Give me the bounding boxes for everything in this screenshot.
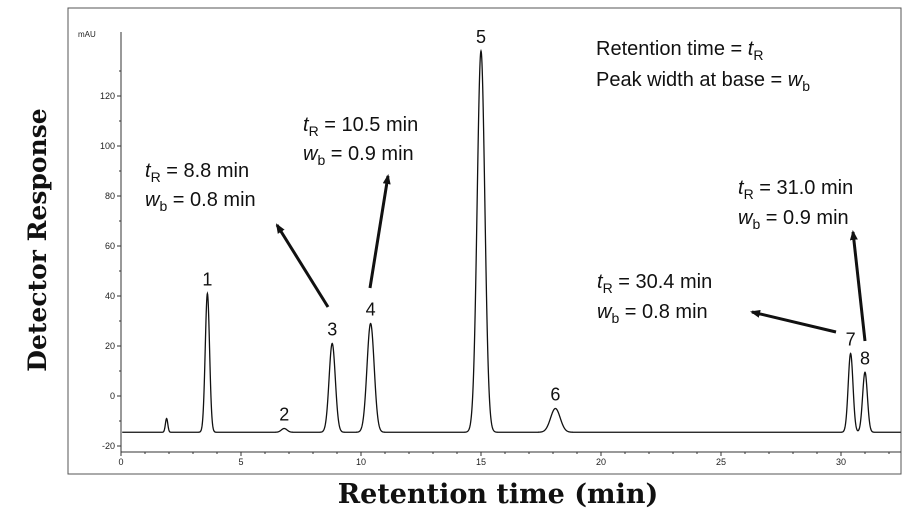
tr-symbol: t	[597, 271, 604, 293]
wb-symbol: w	[597, 301, 613, 323]
wb-subscript: b	[159, 198, 167, 214]
annotation-wb-line: wb = 0.8 min	[597, 301, 708, 326]
y-tick-label: 80	[105, 191, 115, 201]
legend-retention-prefix: Retention time =	[596, 38, 748, 60]
x-tick-label: 30	[836, 457, 846, 467]
legend-t-subscript: R	[753, 47, 763, 63]
tr-value: = 8.8 min	[161, 160, 249, 182]
legend-box: Retention time = tR Peak width at base =…	[596, 38, 810, 94]
y-axis-label: Detector Response	[23, 108, 52, 371]
legend-w-subscript: b	[802, 78, 810, 94]
legend-w-symbol: w	[788, 69, 804, 91]
peak-label-1: 1	[202, 270, 212, 290]
peak-label-6: 6	[550, 385, 560, 405]
peak-label-2: 2	[279, 405, 289, 425]
x-tick-label: 10	[356, 457, 366, 467]
y-tick-label: 100	[100, 141, 115, 151]
tr-value: = 31.0 min	[754, 177, 854, 199]
wb-value: = 0.8 min	[167, 189, 255, 211]
x-tick-label: 15	[476, 457, 486, 467]
wb-value: = 0.8 min	[619, 301, 707, 323]
peak-label-5: 5	[476, 27, 486, 47]
peak-label-8: 8	[860, 348, 870, 368]
wb-symbol: w	[738, 207, 754, 229]
x-tick-label: 25	[716, 457, 726, 467]
annotation-arrow	[368, 174, 391, 289]
y-tick-label: 40	[105, 291, 115, 301]
legend-line-width: Peak width at base = wb	[596, 69, 810, 94]
tr-subscript: R	[744, 186, 754, 202]
annotation-tr-line: tR = 10.5 min	[303, 114, 418, 139]
annotation-tr-line: tR = 8.8 min	[145, 160, 249, 185]
wb-symbol: w	[145, 189, 161, 211]
x-tick-label: 5	[238, 457, 243, 467]
chromatogram-trace	[122, 48, 901, 433]
wb-subscript: b	[317, 152, 325, 168]
plot-frame	[67, 7, 902, 475]
annotation-arrow	[849, 230, 867, 342]
peak-label-4: 4	[366, 300, 376, 320]
wb-value: = 0.9 min	[760, 207, 848, 229]
wb-subscript: b	[611, 310, 619, 326]
annotation-wb-line: wb = 0.8 min	[145, 189, 256, 214]
plot-border	[67, 7, 902, 475]
legend-t-symbol: t	[748, 38, 755, 60]
tr-value: = 10.5 min	[319, 114, 419, 136]
tr-symbol: t	[145, 160, 152, 182]
tr-symbol: t	[738, 177, 745, 199]
y-unit-label: mAU	[78, 30, 96, 39]
y-tick-label: 120	[100, 91, 115, 101]
legend-line-retention: Retention time = tR	[596, 38, 763, 63]
x-axis-label: Retention time (min)	[338, 479, 659, 510]
peak-label-3: 3	[327, 320, 337, 340]
tr-value: = 30.4 min	[613, 271, 713, 293]
annotation-arrow	[750, 309, 837, 334]
tr-subscript: R	[309, 123, 319, 139]
y-tick-label: 0	[110, 391, 115, 401]
peak-label-layer: 1 2 3 4 5 6 78	[202, 27, 870, 425]
annotation-arrow	[275, 223, 330, 308]
wb-symbol: w	[303, 143, 319, 165]
annotation-tr-line: tR = 31.0 min	[738, 177, 853, 202]
tr-subscript: R	[151, 169, 161, 185]
y-tick-label: 60	[105, 241, 115, 251]
legend-width-prefix: Peak width at base =	[596, 69, 788, 91]
annotation-tr-line: tR = 30.4 min	[597, 271, 712, 296]
tr-symbol: t	[303, 114, 310, 136]
tr-subscript: R	[603, 280, 613, 296]
trace-layer	[122, 48, 901, 433]
wb-subscript: b	[752, 216, 760, 232]
y-tick-label: -20	[102, 441, 115, 451]
wb-value: = 0.9 min	[325, 143, 413, 165]
peak-label-7: 7	[846, 330, 856, 350]
x-tick-label: 0	[118, 457, 123, 467]
annotation-wb-line: wb = 0.9 min	[303, 143, 414, 168]
x-tick-label: 20	[596, 457, 606, 467]
y-tick-label: 20	[105, 341, 115, 351]
annotation-wb-line: wb = 0.9 min	[738, 207, 849, 232]
